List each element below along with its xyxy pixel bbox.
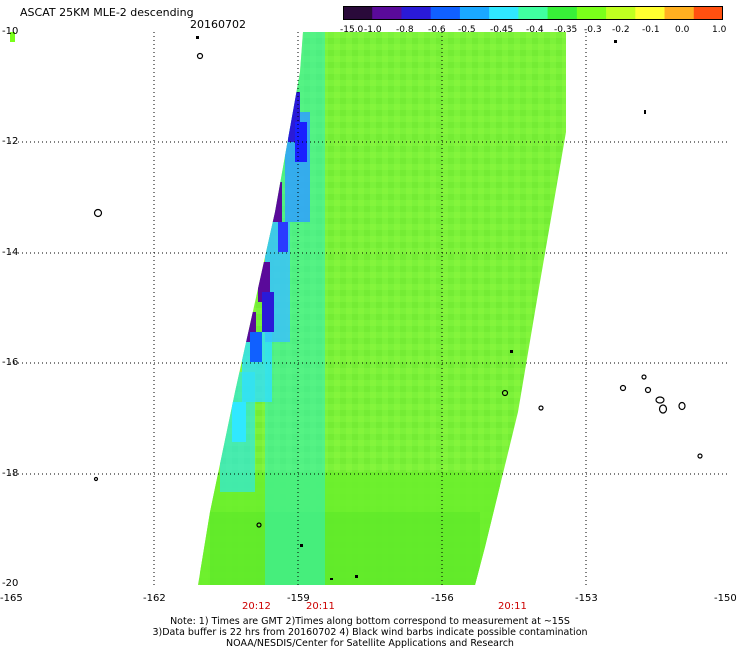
- product-title: ASCAT 25KM MLE-2 descending: [20, 6, 194, 19]
- color-scale-labels: -15.0 -1.0 -0.8 -0.6 -0.5 -0.45 -0.4 -0.…: [340, 25, 730, 37]
- y-tick-label: -16: [2, 357, 19, 368]
- y-tick-label: -20: [2, 578, 19, 589]
- color-scale-cell: [606, 6, 636, 20]
- scale-label: -0.4: [526, 25, 544, 35]
- x-tick-label: -153: [575, 593, 598, 604]
- color-scale-cell: [576, 6, 607, 20]
- scale-label: -1.0: [364, 25, 382, 35]
- swath-map: [10, 32, 730, 585]
- x-tick-label: -156: [431, 593, 454, 604]
- product-date: 20160702: [190, 18, 246, 31]
- color-scale-cell: [372, 6, 402, 20]
- color-scale-cell: [664, 6, 695, 20]
- scale-label: -0.6: [428, 25, 446, 35]
- note-line-3: NOAA/NESDIS/Center for Satellite Applica…: [226, 638, 514, 649]
- scale-label: -0.3: [584, 25, 602, 35]
- scale-label: -0.5: [458, 25, 476, 35]
- x-tick-label: -162: [143, 593, 166, 604]
- wind-swath: [198, 32, 566, 585]
- y-tick-label: -18: [2, 468, 19, 479]
- color-scale-bar: [343, 6, 723, 20]
- note-line-1: Note: 1) Times are GMT 2)Times along bot…: [170, 616, 570, 627]
- color-scale-cell: [518, 6, 549, 20]
- pass-time-label: 20:12: [242, 601, 271, 612]
- color-scale-cell: [430, 6, 461, 20]
- edge-marker: [10, 32, 15, 42]
- x-tick-label: -165: [0, 593, 23, 604]
- x-tick-label: -159: [287, 593, 310, 604]
- scale-label: -0.35: [554, 25, 578, 35]
- island-outlines: [93, 52, 703, 528]
- pass-time-label: 20:11: [498, 601, 527, 612]
- y-tick-label: -12: [2, 136, 19, 147]
- y-tick-label: -14: [2, 247, 19, 258]
- scale-label: -0.1: [642, 25, 660, 35]
- scale-label: -0.45: [490, 25, 514, 35]
- scale-label: 1.0: [712, 25, 727, 35]
- y-tick-label: -10: [2, 26, 19, 37]
- color-scale-cell: [459, 6, 490, 20]
- small-island-marks: [196, 36, 646, 580]
- pass-time-label: 20:11: [306, 601, 335, 612]
- color-scale-cell: [693, 6, 723, 20]
- scale-label: -0.8: [396, 25, 414, 35]
- scale-label: -15.0: [340, 25, 364, 35]
- scale-label: 0.0: [675, 25, 690, 35]
- scale-label: -0.2: [612, 25, 630, 35]
- graticule: [10, 32, 730, 585]
- color-scale-cell: [489, 6, 519, 20]
- color-scale-cell: [547, 6, 578, 20]
- color-scale-cell: [401, 6, 432, 20]
- x-tick-label: -150: [714, 593, 737, 604]
- color-scale-cell: [635, 6, 666, 20]
- color-scale-cell: [343, 6, 373, 20]
- note-line-2: 3)Data buffer is 22 hrs from 20160702 4)…: [152, 627, 588, 638]
